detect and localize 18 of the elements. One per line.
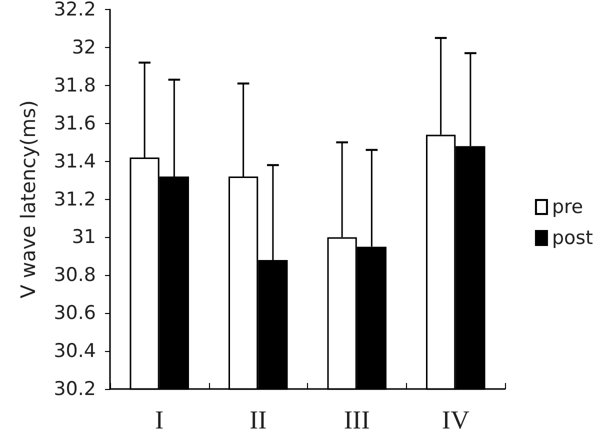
x-tick-label: I — [155, 406, 164, 434]
y-tick-label: 32.2 — [54, 0, 96, 20]
y-tick-label: 30.2 — [54, 378, 96, 400]
x-tick-label: III — [344, 406, 370, 434]
x-tick-label: IV — [442, 406, 470, 434]
y-tick-label: 31.8 — [54, 74, 96, 96]
legend-label: pre — [552, 196, 584, 218]
y-tick-label: 30.4 — [54, 340, 96, 362]
legend-label: post — [552, 227, 594, 249]
y-tick-label: 31.6 — [54, 112, 96, 134]
y-tick-label: 31.4 — [54, 150, 96, 172]
y-tick-label: 32 — [72, 36, 96, 58]
y-axis-title: V wave latency(ms) — [16, 100, 40, 298]
y-tick-label: 30.8 — [54, 264, 96, 286]
x-tick-label: II — [249, 406, 267, 434]
y-tick-label: 31.2 — [54, 188, 96, 210]
y-tick-label: 30.6 — [54, 302, 96, 324]
y-tick-label: 31 — [72, 226, 96, 248]
